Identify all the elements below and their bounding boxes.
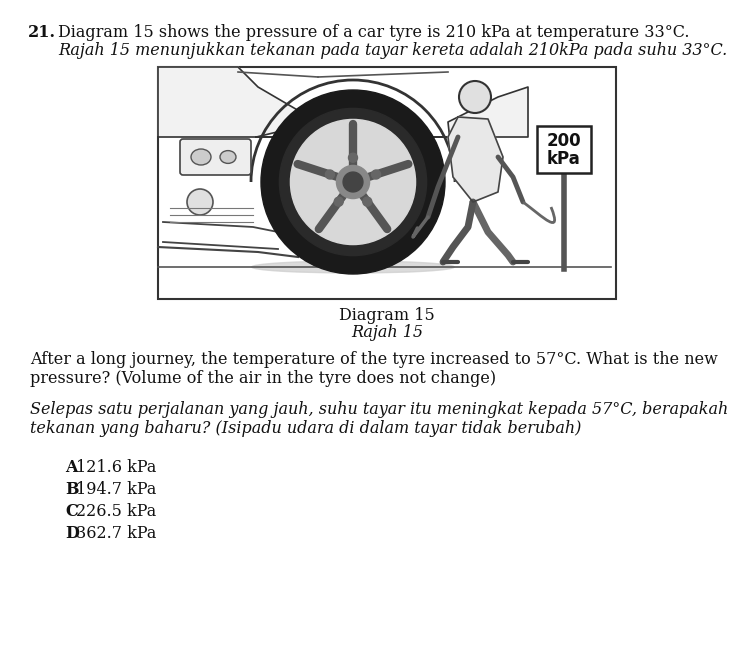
FancyBboxPatch shape xyxy=(537,126,591,173)
Text: 194.7 kPa: 194.7 kPa xyxy=(76,481,156,498)
Ellipse shape xyxy=(252,261,454,273)
Polygon shape xyxy=(448,117,503,202)
Text: D: D xyxy=(65,525,79,542)
Circle shape xyxy=(459,81,491,113)
Text: tekanan yang baharu? (Isipadu udara di dalam tayar tidak berubah): tekanan yang baharu? (Isipadu udara di d… xyxy=(30,420,581,437)
Text: 226.5 kPa: 226.5 kPa xyxy=(76,503,156,520)
Text: 362.7 kPa: 362.7 kPa xyxy=(76,525,156,542)
Ellipse shape xyxy=(220,150,236,164)
Polygon shape xyxy=(158,67,528,137)
Text: C: C xyxy=(65,503,78,520)
Text: 121.6 kPa: 121.6 kPa xyxy=(76,459,156,476)
Circle shape xyxy=(291,119,415,244)
Circle shape xyxy=(334,197,343,206)
Circle shape xyxy=(336,166,370,199)
Text: Diagram 15: Diagram 15 xyxy=(339,307,435,324)
Text: After a long journey, the temperature of the tyre increased to 57°C. What is the: After a long journey, the temperature of… xyxy=(30,351,718,368)
Text: 21.: 21. xyxy=(28,24,56,41)
Text: kPa: kPa xyxy=(547,150,581,168)
Ellipse shape xyxy=(191,149,211,165)
FancyBboxPatch shape xyxy=(180,139,251,175)
Text: pressure? (Volume of the air in the tyre does not change): pressure? (Volume of the air in the tyre… xyxy=(30,370,496,387)
Circle shape xyxy=(363,197,372,206)
Circle shape xyxy=(349,153,358,162)
Circle shape xyxy=(371,170,381,179)
Text: Rajah 15: Rajah 15 xyxy=(351,324,423,341)
Text: 200: 200 xyxy=(547,132,581,150)
Text: A: A xyxy=(65,459,78,476)
Bar xyxy=(158,67,616,299)
Circle shape xyxy=(261,90,445,274)
Text: Diagram 15 shows the pressure of a car tyre is 210 kPa at temperature 33°C.: Diagram 15 shows the pressure of a car t… xyxy=(58,24,689,41)
Circle shape xyxy=(326,170,335,179)
Text: Selepas satu perjalanan yang jauh, suhu tayar itu meningkat kepada 57°C, berapak: Selepas satu perjalanan yang jauh, suhu … xyxy=(30,401,728,418)
Text: B: B xyxy=(65,481,78,498)
Circle shape xyxy=(279,109,427,256)
Text: Rajah 15 menunjukkan tekanan pada tayar kereta adalah 210kPa pada suhu 33°C.: Rajah 15 menunjukkan tekanan pada tayar … xyxy=(58,42,728,59)
Circle shape xyxy=(343,172,363,192)
Circle shape xyxy=(187,189,213,215)
